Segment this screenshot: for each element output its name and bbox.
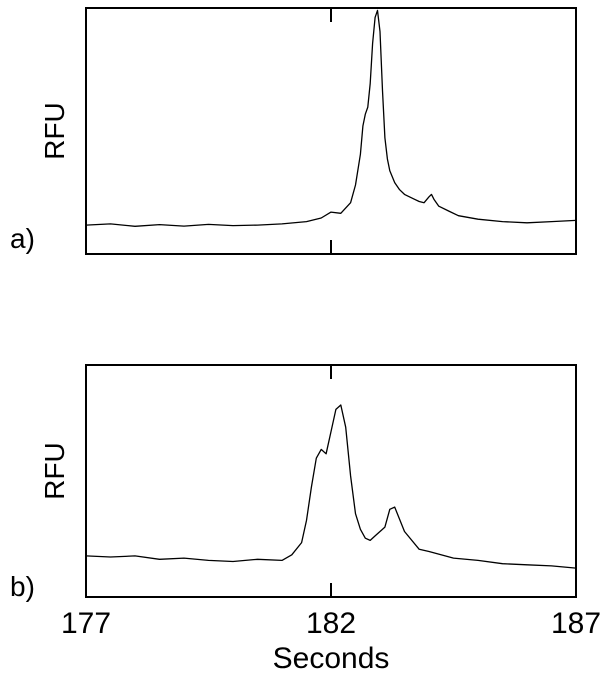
- panel-a-ylabel: RFU: [39, 102, 70, 160]
- panel-a-label: a): [10, 223, 35, 254]
- panel-b-x-tick-label-177: 177: [61, 607, 111, 640]
- panel-a: RFU a): [10, 7, 577, 255]
- panel-b-x-tick-label-187: 187: [551, 607, 601, 640]
- panel-a-trace: [85, 9, 577, 227]
- panel-b: RFU b) 177 182 187: [10, 364, 601, 640]
- panel-b-x-tick-label-182: 182: [306, 607, 356, 640]
- panel-b-label: b): [10, 571, 35, 602]
- panel-b-trace: [85, 404, 577, 569]
- panel-b-frame: [85, 364, 577, 598]
- panel-a-frame: [85, 7, 577, 255]
- panel-b-ylabel: RFU: [39, 442, 70, 500]
- x-axis-label: Seconds: [273, 642, 390, 674]
